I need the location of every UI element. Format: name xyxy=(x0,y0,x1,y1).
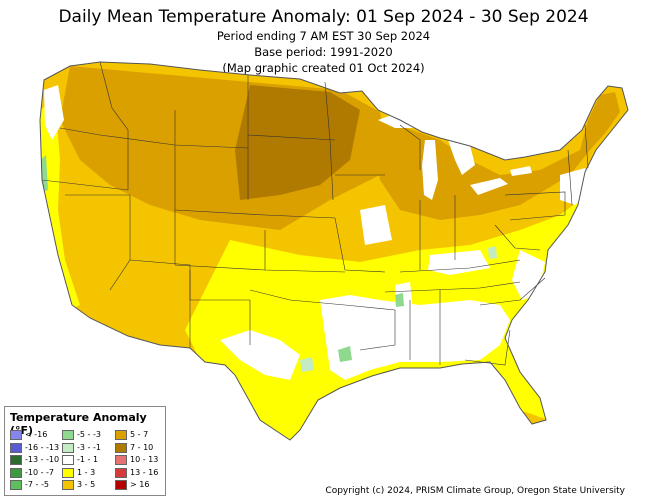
legend-item: > 16 xyxy=(115,480,149,491)
border-michigan-wisconsin xyxy=(399,124,421,170)
legend-swatch xyxy=(10,430,22,440)
legend-swatch xyxy=(62,455,74,465)
border-mississippi-alabama xyxy=(409,290,441,365)
legend-item: 1 - 3 xyxy=(62,467,96,479)
lake-michigan xyxy=(422,140,438,200)
legend-item: 10 - 13 xyxy=(115,455,158,466)
lake-ontario xyxy=(510,166,532,176)
legend-item: -7 - -5 xyxy=(10,480,49,491)
fill-neutral-texas xyxy=(220,330,300,380)
legend-swatch xyxy=(115,455,127,465)
border-arkansas-louisiana xyxy=(344,304,396,351)
legend-item: 5 - 7 xyxy=(115,430,148,441)
legend-label: 1 - 3 xyxy=(77,467,96,477)
legend-item: -1 - 1 xyxy=(62,455,98,466)
legend-swatch xyxy=(115,467,127,478)
legend-label: -13 - -10 xyxy=(25,455,60,464)
fill-cool-1 xyxy=(395,293,404,307)
legend-item: -3 - -1 xyxy=(62,442,101,454)
fill-neutral-northwest-coast xyxy=(44,85,64,140)
border-utah-arizona xyxy=(129,259,191,348)
anomaly-fill xyxy=(40,62,628,440)
fill-cool-5 xyxy=(488,246,497,259)
legend-item: < -16 xyxy=(10,430,47,441)
created-date-subtitle: (Map graphic created 01 Oct 2024) xyxy=(222,61,425,75)
legend-label: -10 - -7 xyxy=(25,467,55,477)
legend-label: 5 - 7 xyxy=(130,430,149,439)
border-vermont-nh xyxy=(584,124,589,169)
fill-cool-2 xyxy=(338,346,352,362)
legend-item: 7 - 10 xyxy=(115,442,154,454)
border-virginia-wv xyxy=(494,224,541,251)
legend-item: -5 - -3 xyxy=(62,430,101,441)
border-dakotas-split xyxy=(247,134,336,141)
legend-item: -10 - -7 xyxy=(10,467,55,479)
legend-label: 3 - 5 xyxy=(77,480,96,489)
border-kansas-oklahoma xyxy=(264,230,346,273)
lake-huron xyxy=(448,140,475,175)
legend-label: > 16 xyxy=(130,480,150,489)
legend: Temperature Anomaly (°F) < -16-16 - -13-… xyxy=(4,406,166,496)
border-colorado-north xyxy=(174,210,266,271)
legend-swatch xyxy=(115,442,127,453)
legend-label: 7 - 10 xyxy=(130,442,154,452)
great-lakes xyxy=(378,112,532,200)
border-tennessee-south xyxy=(384,281,521,293)
legend-label: -1 - 1 xyxy=(77,455,99,464)
lake-erie xyxy=(470,178,508,195)
state-boundaries xyxy=(41,61,589,366)
legend-swatch xyxy=(62,442,74,453)
map-title: Daily Mean Temperature Anomaly: 01 Sep 2… xyxy=(58,7,589,27)
border-pennsylvania xyxy=(504,191,566,221)
legend-swatch xyxy=(10,480,22,490)
legend-item: -16 - -13 xyxy=(10,442,60,454)
legend-swatch xyxy=(62,430,74,440)
legend-item: 3 - 5 xyxy=(62,480,95,491)
copyright-notice: Copyright (c) 2024, PRISM Climate Group,… xyxy=(325,486,625,496)
fill-neutral-kentucky xyxy=(428,250,490,275)
lake-superior xyxy=(378,112,445,128)
legend-label: -3 - -1 xyxy=(77,442,101,452)
base-period-subtitle: Base period: 1991-2020 xyxy=(254,45,393,59)
period-subtitle: Period ending 7 AM EST 30 Sep 2024 xyxy=(216,29,431,43)
legend-swatch xyxy=(10,467,22,478)
fill-7-10-northern-plains xyxy=(235,85,360,200)
fill-cool-3 xyxy=(300,357,314,372)
border-oklahoma-texas xyxy=(249,289,346,306)
legend-label: < -16 xyxy=(25,430,48,439)
border-georgia-florida xyxy=(464,329,511,366)
border-48th-parallel-west xyxy=(59,127,249,149)
legend-item: 13 - 16 xyxy=(115,467,159,479)
border-nebraska-kansas xyxy=(174,209,336,219)
legend-swatch xyxy=(10,442,22,453)
legend-item: -13 - -10 xyxy=(10,455,59,466)
border-oregon-california xyxy=(41,179,129,191)
legend-swatch xyxy=(115,480,127,490)
legend-label: -5 - -3 xyxy=(77,430,101,439)
legend-label: 10 - 13 xyxy=(130,455,159,464)
legend-swatch xyxy=(62,480,74,490)
legend-swatch xyxy=(62,467,74,478)
border-missouri xyxy=(334,217,386,273)
legend-swatch xyxy=(10,455,22,465)
legend-label: -7 - -5 xyxy=(25,480,49,489)
border-dakotas-east xyxy=(324,81,334,201)
fill-neutral-southeast xyxy=(320,295,510,380)
legend-label: -16 - -13 xyxy=(25,442,60,452)
border-new-mexico-texas xyxy=(189,270,251,345)
border-idaho-montana xyxy=(99,61,129,190)
fill-neutral-iowa xyxy=(360,205,392,245)
legend-label: 13 - 16 xyxy=(130,467,159,477)
fill-1-3-california-coast xyxy=(40,100,80,310)
border-new-york-new-england xyxy=(567,149,573,206)
border-kentucky-tennessee xyxy=(399,259,521,273)
legend-swatch xyxy=(115,430,127,440)
border-nevada xyxy=(65,194,131,291)
